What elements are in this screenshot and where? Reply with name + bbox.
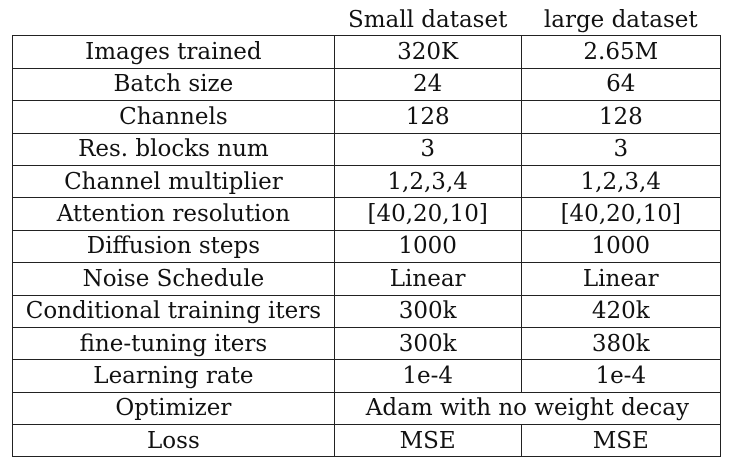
- table-row: Attention resolution [40,20,10] [40,20,1…: [12, 197, 722, 231]
- header-large-dataset: large dataset: [543, 6, 698, 33]
- cell-small: [40,20,10]: [333, 197, 522, 231]
- row-label: Batch size: [12, 67, 335, 102]
- cell-merged: Adam with no weight decay: [333, 391, 722, 426]
- row-label: Conditional training iters: [12, 294, 335, 328]
- cell-small: 300k: [333, 294, 522, 328]
- cell-large: Linear: [520, 262, 722, 296]
- row-label: Learning rate: [12, 359, 335, 393]
- cell-large: 1,2,3,4: [520, 164, 722, 199]
- cell-large: [40,20,10]: [520, 197, 722, 231]
- header-empty: [13, 4, 335, 36]
- table-row: Learning rate 1e-4 1e-4: [12, 359, 722, 393]
- cell-small: Linear: [333, 262, 522, 296]
- table-row: Optimizer Adam with no weight decay: [12, 391, 722, 426]
- cell-small: 320K: [333, 35, 522, 69]
- table-row: Loss MSE MSE: [12, 424, 722, 457]
- row-label: Attention resolution: [12, 197, 335, 231]
- row-label: Noise Schedule: [12, 262, 335, 296]
- header-row: Small dataset large dataset: [13, 4, 721, 36]
- table-row: Res. blocks num 3 3: [12, 132, 722, 166]
- cell-large: 420k: [520, 294, 722, 328]
- row-label: Res. blocks num: [12, 132, 335, 166]
- cell-small: 300k: [333, 326, 522, 361]
- table-row: Noise Schedule Linear Linear: [12, 262, 722, 296]
- cell-small: 1e-4: [333, 359, 522, 393]
- cell-large: 1000: [520, 229, 722, 264]
- row-label: Channels: [12, 100, 335, 134]
- cell-small: 24: [333, 67, 522, 102]
- cell-small: 1000: [333, 229, 522, 264]
- table-row: fine-tuning iters 300k 380k: [12, 326, 722, 361]
- cell-small: 128: [333, 100, 522, 134]
- row-label: Loss: [12, 424, 335, 457]
- table-row: Conditional training iters 300k 420k: [12, 294, 722, 328]
- cell-small: 3: [333, 132, 522, 166]
- cell-large: 1e-4: [520, 359, 722, 393]
- table-row: Channels 128 128: [12, 100, 722, 134]
- table-row: Images trained 320K 2.65M: [12, 35, 722, 69]
- hyperparameter-table: Small dataset large dataset Images train…: [12, 4, 722, 457]
- header-small-dataset: Small dataset: [347, 6, 508, 33]
- cell-large: 64: [520, 67, 722, 102]
- row-label: Images trained: [12, 35, 335, 69]
- row-label: Channel multiplier: [12, 164, 335, 199]
- row-label: Optimizer: [12, 391, 335, 426]
- row-label: Diffusion steps: [12, 229, 335, 264]
- cell-large: 2.65M: [520, 35, 722, 69]
- table-row: Batch size 24 64: [12, 67, 722, 102]
- cell-large: 128: [520, 100, 722, 134]
- row-label: fine-tuning iters: [12, 326, 335, 361]
- cell-small: 1,2,3,4: [333, 164, 522, 199]
- cell-large: 380k: [520, 326, 722, 361]
- cell-large: MSE: [520, 424, 722, 457]
- table-row: Diffusion steps 1000 1000: [12, 229, 722, 264]
- table-row: Channel multiplier 1,2,3,4 1,2,3,4: [12, 164, 722, 199]
- cell-small: MSE: [333, 424, 522, 457]
- cell-large: 3: [520, 132, 722, 166]
